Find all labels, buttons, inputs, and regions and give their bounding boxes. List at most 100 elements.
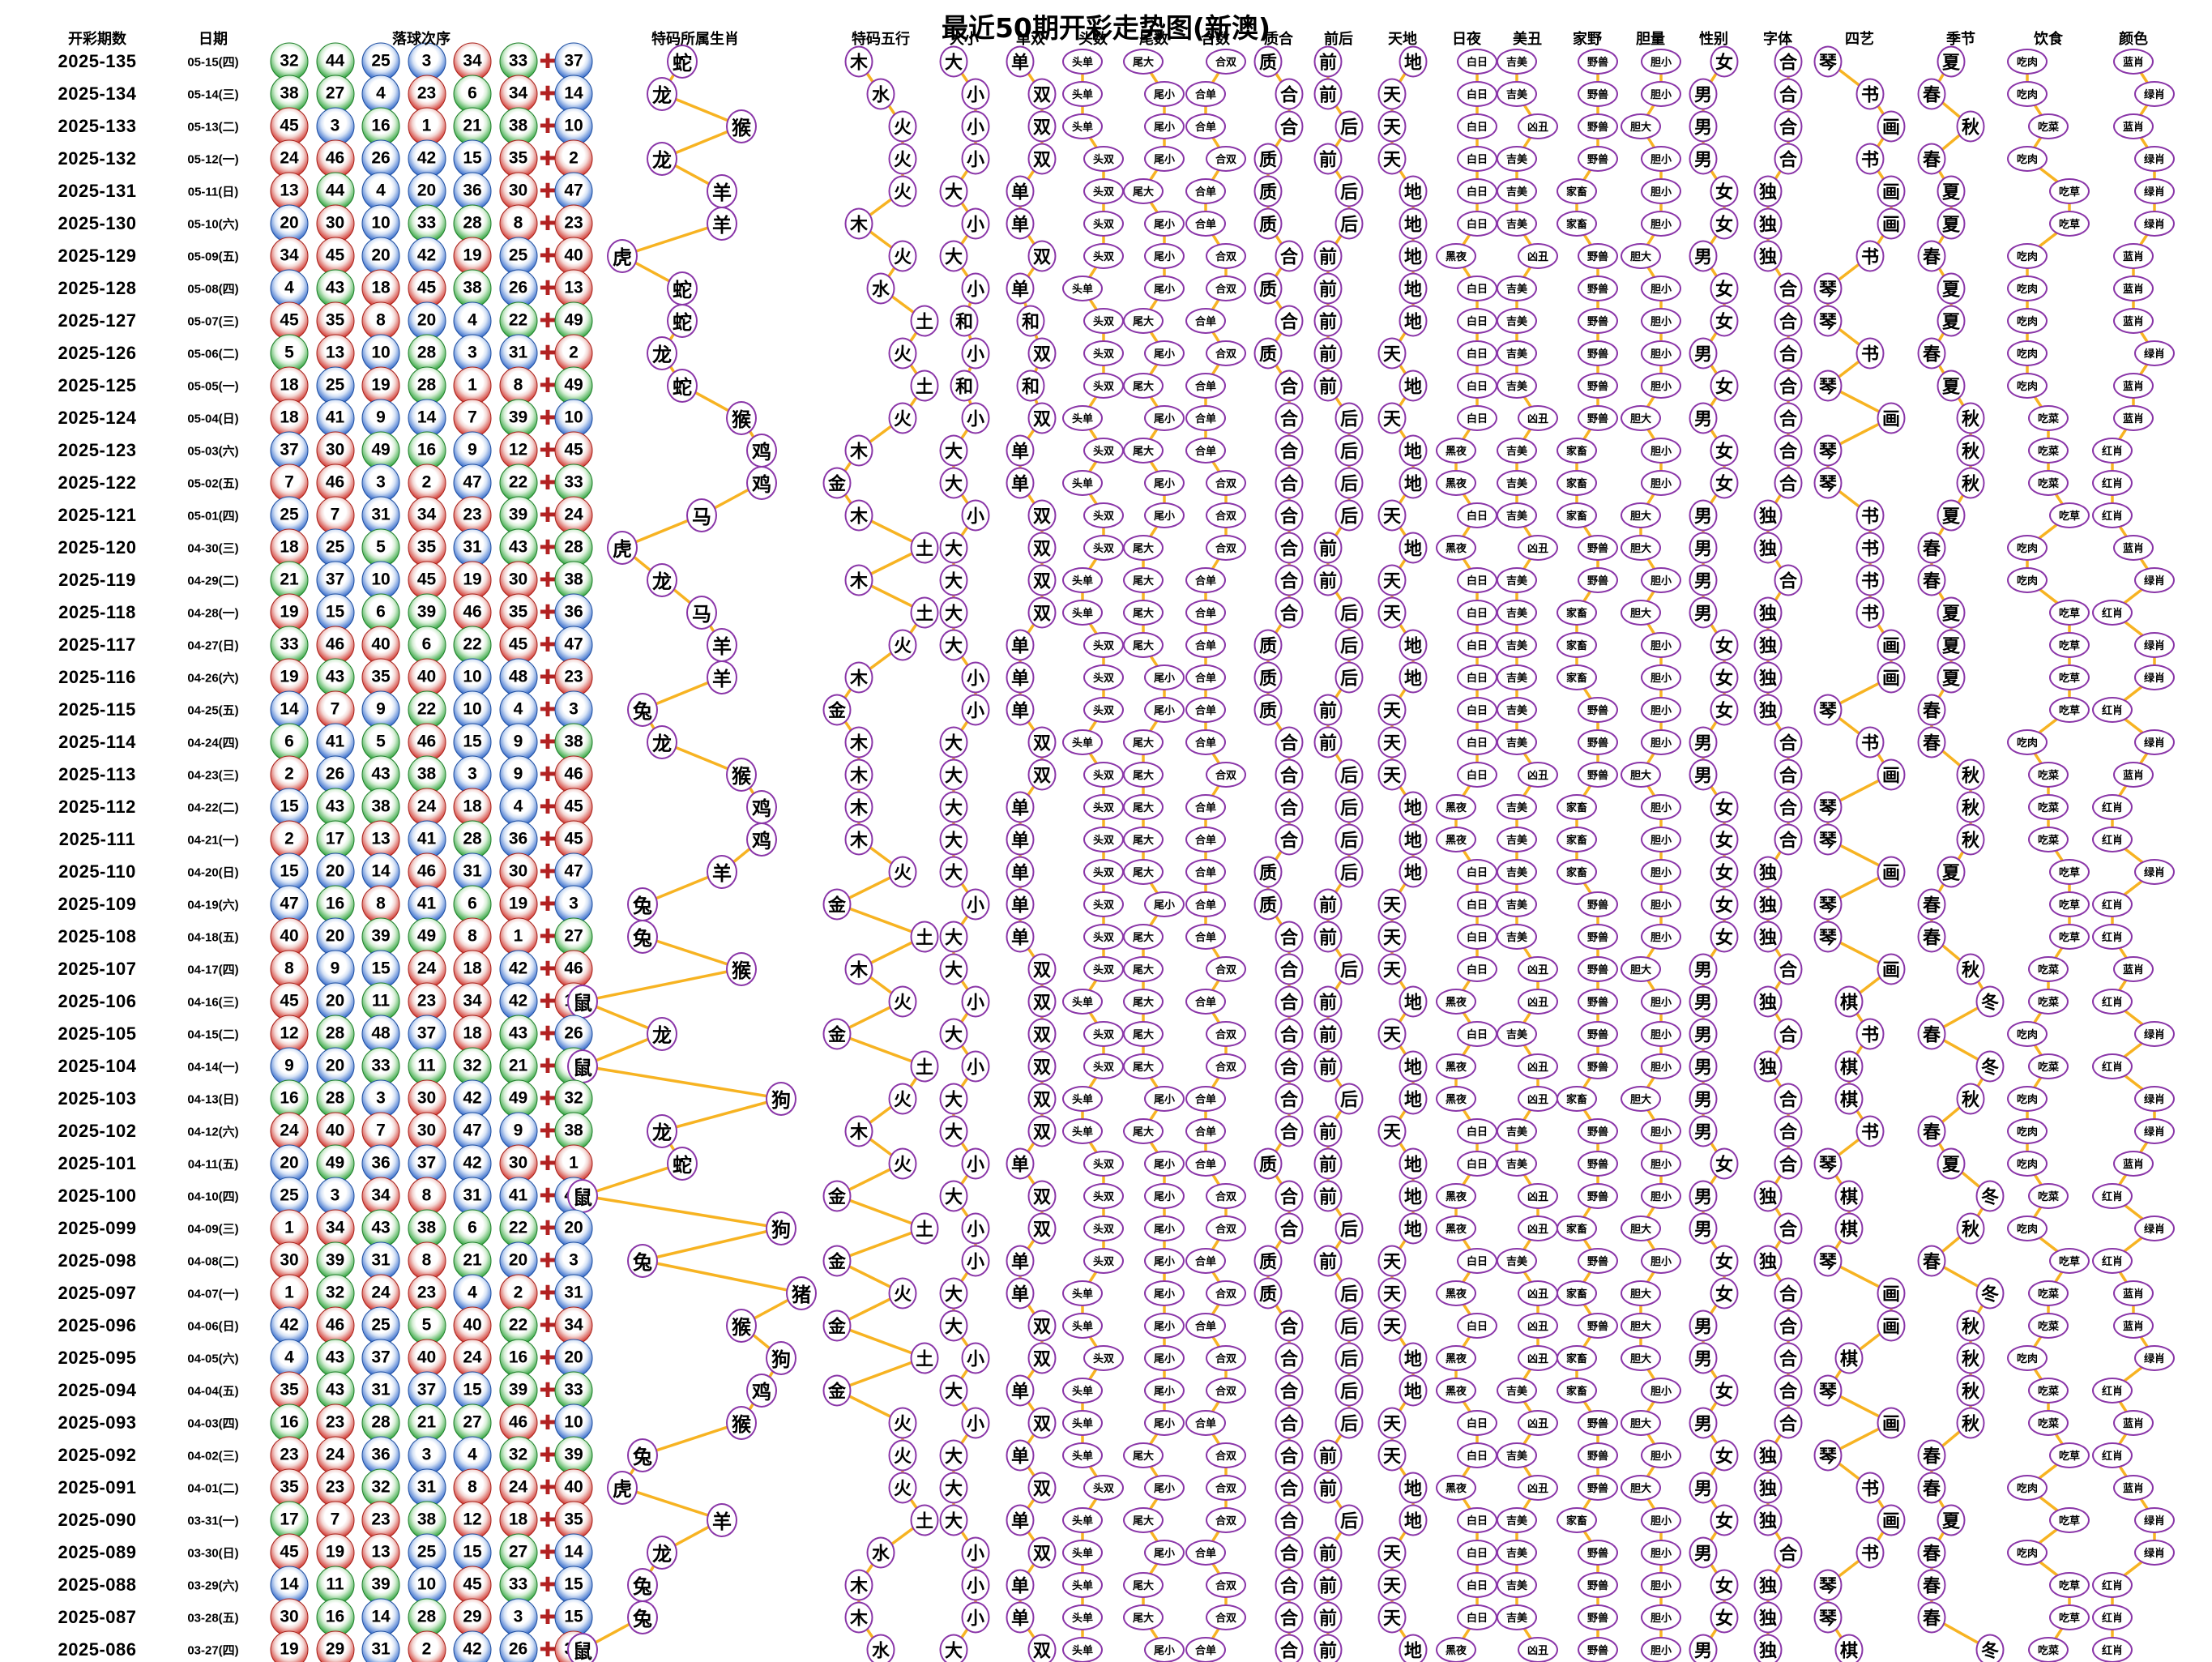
attr-circle-heshu: 合单: [1185, 631, 1226, 658]
attr-circle-zhihe: 合: [1275, 78, 1304, 109]
attr-circle-daxiao: 大: [939, 1018, 968, 1049]
attr-circle-xingbie: 男: [1689, 564, 1718, 596]
ball: 14: [270, 690, 309, 728]
ball: 33: [270, 626, 309, 664]
attr-circle-xingbie: 女: [1710, 434, 1739, 466]
ball: 4: [270, 1339, 309, 1377]
period-cell: 2025-101: [58, 1152, 137, 1173]
ball: 38: [408, 1209, 446, 1247]
wuxing-circle: 火: [888, 1083, 917, 1114]
attr-circle-danliang: 胆小: [1641, 1247, 1681, 1274]
attr-circle-yanse: 蓝肖: [2113, 48, 2154, 75]
attr-circle-danliang: 胆小: [1641, 1506, 1681, 1533]
ball: 37: [408, 1144, 446, 1182]
plus-icon: ✚: [539, 633, 557, 656]
attr-circle-daxiao: 小: [961, 110, 990, 142]
wuxing-circle: 土: [910, 596, 939, 628]
attr-circle-meichou: 吉美: [1497, 826, 1537, 852]
attr-circle-qianhou: 前: [1313, 921, 1343, 952]
zodiac-circle: 兔: [627, 692, 658, 727]
attr-circle-tiandi: 天: [1377, 564, 1407, 596]
attr-circle-toushu: 头单: [1062, 728, 1103, 755]
attr-circle-riye: 白日: [1457, 696, 1497, 723]
attr-circle-jijie: 夏: [1937, 370, 1966, 401]
attr-circle-danshuang: 单: [1006, 791, 1035, 822]
attr-circle-ziti: 独: [1753, 1601, 1783, 1633]
wuxing-circle: 土: [910, 532, 939, 563]
attr-circle-daxiao: 大: [939, 856, 968, 887]
zodiac-circle: 猴: [726, 1405, 757, 1440]
attr-circle-xingbie: 女: [1710, 856, 1739, 887]
ball: 3: [316, 107, 354, 145]
attr-circle-danshuang: 单: [1006, 1147, 1035, 1179]
attr-circle-danliang: 胆小: [1641, 631, 1681, 658]
attr-circle-yinshi: 吃肉: [2007, 275, 2048, 301]
attr-circle-weishu: 尾大: [1123, 1053, 1164, 1079]
attr-circle-riye: 黑夜: [1436, 1636, 1476, 1662]
attr-circle-danshuang: 单: [1006, 888, 1035, 920]
wuxing-circle: 火: [888, 1277, 917, 1309]
attr-circle-danshuang: 双: [1027, 337, 1057, 369]
attr-circle-heshu: 合单: [1185, 1312, 1226, 1339]
attr-circle-tiandi: 地: [1399, 305, 1428, 336]
wuxing-circle: 木: [844, 823, 873, 855]
plus-icon: ✚: [539, 730, 557, 754]
attr-circle-tiandi: 天: [1377, 1115, 1407, 1147]
ball: 1: [408, 107, 446, 145]
ball: 20: [270, 204, 309, 242]
plus-icon: ✚: [539, 114, 557, 138]
plus-icon: ✚: [539, 1573, 557, 1596]
attr-circle-zhihe: 质: [1253, 272, 1283, 304]
ball: 28: [453, 820, 492, 858]
attr-circle-zhihe: 质: [1253, 175, 1283, 207]
special-ball: 27: [554, 917, 593, 955]
ball: 37: [270, 431, 309, 469]
ball: 19: [453, 237, 492, 275]
attr-circle-qianhou: 后: [1334, 791, 1364, 822]
special-ball: 34: [554, 1306, 593, 1344]
attr-circle-yanse: 红肖: [2092, 1182, 2133, 1209]
wuxing-circle: 金: [822, 694, 852, 725]
wuxing-circle: 木: [844, 207, 873, 239]
attr-circle-riye: 白日: [1457, 177, 1497, 204]
attr-circle-riye: 白日: [1457, 664, 1497, 690]
ball: 23: [453, 496, 492, 534]
attr-circle-weishu: 尾小: [1144, 1636, 1185, 1662]
date-cell: 04-11(五): [187, 1157, 239, 1171]
attr-circle-jiaye: 家畜: [1557, 469, 1597, 496]
attr-circle-toushu: 头单: [1062, 1312, 1103, 1339]
date-cell: 04-29(二): [187, 574, 239, 587]
attr-circle-heshu: 合双: [1206, 955, 1246, 982]
attr-circle-siyi: 书: [1855, 564, 1885, 596]
attr-circle-yinshi: 吃草: [2049, 502, 2090, 528]
period-cell: 2025-135: [58, 50, 137, 71]
attr-circle-daxiao: 大: [939, 823, 968, 855]
wuxing-circle: 火: [888, 402, 917, 434]
date-cell: 03-28(五): [187, 1611, 239, 1625]
attr-circle-yinshi: 吃肉: [2007, 1539, 2048, 1566]
attr-circle-toushu: 头单: [1062, 80, 1103, 107]
ball: 20: [316, 1047, 354, 1085]
attr-circle-jijie: 秋: [1956, 791, 1985, 822]
attr-circle-riye: 白日: [1457, 858, 1497, 885]
attr-circle-jijie: 春: [1917, 1018, 1946, 1049]
attr-circle-jiaye: 野兽: [1578, 404, 1618, 431]
period-cell: 2025-124: [58, 407, 137, 428]
zodiac-circle: 鸡: [746, 465, 777, 500]
attr-circle-zhihe: 合: [1275, 564, 1304, 596]
attr-circle-heshu: 合单: [1185, 1085, 1226, 1112]
ball: 7: [361, 1112, 400, 1150]
attr-circle-toushu: 头双: [1083, 826, 1124, 852]
attr-circle-zhihe: 合: [1275, 1569, 1304, 1600]
attr-circle-ziti: 独: [1753, 856, 1783, 887]
attr-circle-yanse: 红肖: [2092, 793, 2133, 820]
attr-circle-daxiao: 小: [961, 1569, 990, 1600]
attr-circle-danshuang: 单: [1006, 661, 1035, 693]
attr-circle-danliang: 胆小: [1641, 1636, 1681, 1662]
attr-circle-jiaye: 野兽: [1578, 340, 1618, 366]
ball: 5: [361, 723, 400, 761]
ball: 45: [408, 561, 446, 599]
attr-circle-yinshi: 吃草: [2049, 210, 2090, 237]
attr-circle-danshuang: 双: [1027, 564, 1057, 596]
attr-circle-xingbie: 男: [1689, 953, 1718, 985]
